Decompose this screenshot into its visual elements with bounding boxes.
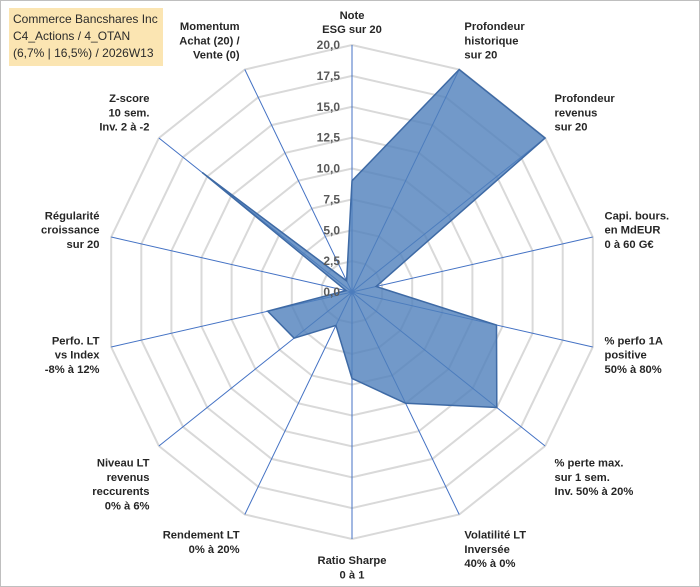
axis-label: Régularité croissance sur 20: [41, 210, 99, 250]
axis-label: Perfo. LT vs Index -8% à 12%: [45, 335, 101, 375]
tick-label: 12,5: [317, 131, 341, 145]
axis-spoke: [244, 291, 353, 515]
axis-label: Z-score 10 sem. Inv. 2 à -2: [99, 93, 149, 133]
info-line-category: C4_Actions / 4_OTAN: [13, 29, 131, 43]
tick-label: 15,0: [317, 100, 341, 114]
info-line-company: Commerce Bancshares Inc: [13, 12, 158, 26]
tick-label: 17,5: [317, 69, 341, 83]
series-area: [201, 68, 547, 409]
axis-label: Note ESG sur 20: [322, 10, 382, 36]
axis-label: Profondeur revenus sur 20: [555, 93, 616, 133]
tick-label: 7,5: [323, 192, 340, 206]
axis-label: Rendement LT 0% à 20%: [163, 530, 240, 556]
tick-label: 5,0: [323, 223, 340, 237]
tick-label: 0,0: [323, 285, 340, 299]
info-box: Commerce Bancshares Inc C4_Actions / 4_O…: [9, 8, 163, 66]
radar-series: [201, 68, 547, 409]
info-line-period: (6,7% | 16,5%) / 2026W13: [13, 46, 154, 60]
axis-label: % perte max. sur 1 sem. Inv. 50% à 20%: [555, 458, 634, 498]
tick-label: 2,5: [323, 254, 340, 268]
axis-spoke: [351, 236, 593, 293]
axis-label: Profondeur historique sur 20: [464, 21, 525, 61]
axis-label: % perfo 1A positive 50% à 80%: [605, 335, 663, 375]
axis-label: Niveau LT revenus reccurents 0% à 6%: [92, 458, 149, 513]
radar-axis-labels: Note ESG sur 20 Profondeur historique sur 20…: [41, 10, 669, 582]
axis-label: Volatilité LT Inversée 40% à 0%: [464, 530, 526, 570]
axis-spoke: [244, 69, 353, 293]
axis-label: Capi. bours. en MdEUR 0 à 60 G€: [605, 210, 670, 250]
axis-label: Momentum Achat (20) / Vente (0): [179, 21, 240, 61]
radar-tick-labels: 0,0 2,5 5,0 7,5 10,0 12,5 15,0 17,5 20,0: [317, 38, 341, 299]
tick-label: 20,0: [317, 38, 341, 52]
axis-label: Ratio Sharpe 0 à 1: [317, 555, 386, 581]
axis-spoke: [111, 236, 353, 293]
tick-label: 10,0: [317, 162, 341, 176]
